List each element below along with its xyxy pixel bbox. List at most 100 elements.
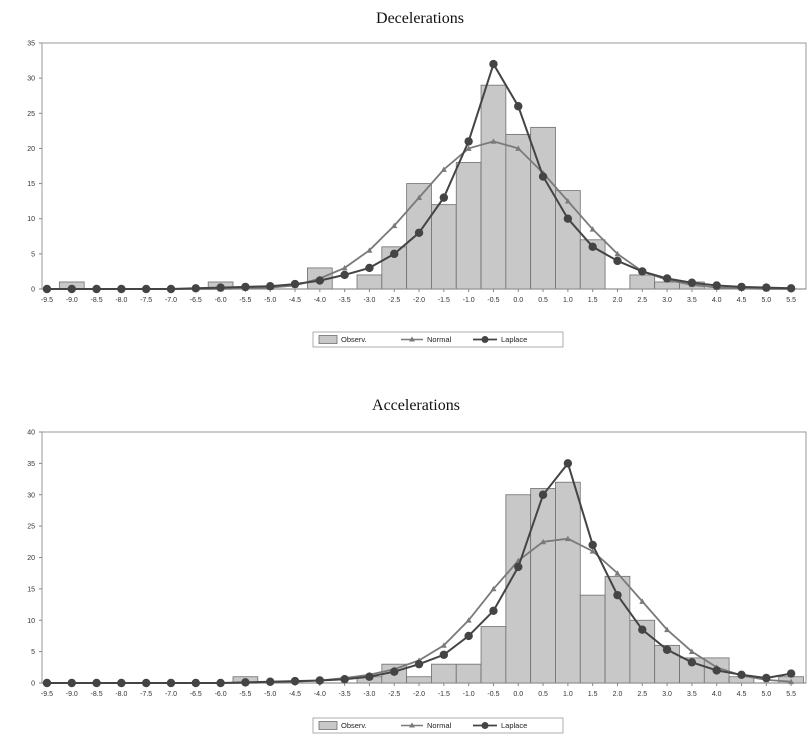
- x-tick-label: -4.5: [289, 297, 301, 304]
- accel-bar: [431, 663, 457, 684]
- x-tick-label: 5.0: [761, 691, 771, 698]
- x-tick-label: 2.0: [613, 691, 623, 698]
- accel-laplace-point: [489, 606, 498, 616]
- x-tick-label: -1.5: [438, 691, 450, 698]
- accel-laplace-point: [687, 658, 697, 667]
- decel-laplace-point: [514, 102, 523, 111]
- decel-bar: [480, 84, 507, 290]
- accel-laplace-point: [712, 666, 721, 675]
- accel-laplace-point: [42, 678, 52, 688]
- legend-box: [312, 717, 564, 734]
- x-tick-label: -4.0: [314, 691, 326, 698]
- chart-title: Accelerations: [372, 397, 460, 414]
- x-tick-label: -7.0: [165, 297, 177, 304]
- y-tick-label: 5: [31, 649, 35, 656]
- accelerations-chart-svg: Accelerations 0 5 10 15 20 25 30 35 40 -9.5 -9.0 -8.…: [27, 397, 807, 734]
- y-tick-label: 20: [27, 555, 35, 562]
- decel-laplace-point: [92, 284, 101, 294]
- y-tick-label: 40: [27, 430, 35, 437]
- x-tick-label: -5.0: [264, 297, 276, 304]
- x-tick-label: -1.0: [463, 297, 475, 304]
- accel-laplace-point: [191, 678, 200, 688]
- legend-normal-marker: [409, 336, 415, 342]
- decel-laplace-point: [340, 270, 349, 280]
- legend-laplace-marker: [481, 336, 489, 343]
- x-tick-label: -1.0: [463, 691, 475, 698]
- x-tick-label: 0.5: [538, 297, 548, 304]
- decel-laplace-point: [786, 284, 796, 293]
- y-tick-label: 0: [31, 681, 35, 688]
- accel-normal-point: [589, 548, 596, 554]
- decelerations-chart-svg: Decelerations 0 5 10 15 20 25 30 35 -9.5 -9.0 -8.5 -…: [27, 10, 807, 348]
- decel-bar: [505, 133, 532, 290]
- accel-normal-point: [614, 570, 621, 576]
- x-tick-label: -3.0: [363, 297, 375, 304]
- decel-normal-point: [589, 226, 596, 232]
- accel-bar: [455, 663, 482, 684]
- decel-laplace-point: [712, 281, 721, 290]
- x-tick-label: -7.5: [140, 297, 152, 304]
- decel-laplace-point: [67, 284, 76, 294]
- decel-laplace-point: [42, 284, 52, 294]
- decel-laplace-point: [117, 284, 126, 294]
- x-tick-label: -3.5: [339, 297, 351, 304]
- y-tick-label: 35: [27, 461, 35, 468]
- y-tick-label: 10: [27, 618, 35, 625]
- decel-laplace-point: [216, 283, 225, 292]
- decel-bar: [654, 281, 680, 290]
- accel-laplace-point: [241, 678, 250, 687]
- decel-laplace-point: [613, 256, 622, 266]
- accel-normal-point: [788, 678, 795, 685]
- accel-normal-point: [564, 535, 571, 542]
- y-tick-label: 5: [31, 251, 35, 258]
- x-tick-label: 4.5: [737, 297, 747, 304]
- decel-laplace-point: [166, 284, 176, 294]
- x-tick-label: 1.0: [563, 691, 573, 698]
- decel-laplace-point: [365, 263, 374, 273]
- decel-laplace-point: [762, 283, 771, 292]
- decel-bar: [431, 204, 457, 290]
- accel-laplace-point: [315, 676, 325, 685]
- accel-normal-point: [490, 585, 497, 592]
- accel-laplace-point: [638, 625, 647, 634]
- x-tick-label: 0.0: [513, 691, 523, 698]
- chart-title: Decelerations: [376, 10, 464, 27]
- x-tick-label: 1.5: [588, 691, 598, 698]
- y-tick-label: 15: [27, 586, 35, 593]
- x-tick-label: 2.0: [613, 297, 623, 304]
- y-tick-label: 20: [27, 146, 35, 153]
- decel-laplace-point: [588, 242, 597, 252]
- y-tick-label: 30: [27, 492, 35, 499]
- accel-laplace-point: [464, 631, 473, 641]
- x-tick-label: -6.5: [190, 691, 202, 698]
- legend-laplace-label: Laplace: [501, 335, 527, 344]
- legend-normal-label: Normal: [427, 335, 452, 344]
- accel-bar: [480, 626, 507, 684]
- decel-laplace-point: [191, 284, 200, 293]
- decel-laplace-point: [687, 278, 697, 287]
- decel-laplace-point: [737, 282, 746, 292]
- accel-laplace-point: [737, 670, 746, 680]
- x-tick-label: 4.0: [712, 297, 722, 304]
- accel-normal-point: [440, 642, 447, 648]
- accel-laplace-point: [514, 562, 523, 572]
- accel-laplace-point: [439, 650, 449, 659]
- decel-laplace-point: [414, 228, 424, 237]
- legend-laplace-label: Laplace: [501, 721, 527, 730]
- accel-laplace-point: [117, 678, 126, 688]
- decel-laplace-point: [241, 282, 250, 292]
- x-tick-label: -0.5: [487, 691, 499, 698]
- accel-laplace-point: [613, 590, 622, 600]
- decel-laplace-point: [489, 59, 498, 69]
- legend-box: [312, 331, 564, 348]
- x-tick-label: 5.5: [786, 297, 796, 304]
- accel-normal-point: [688, 648, 695, 655]
- x-tick-label: -6.0: [215, 691, 227, 698]
- x-tick-label: -7.0: [165, 691, 177, 698]
- legend-normal-label: Normal: [427, 721, 452, 730]
- decel-laplace-point: [662, 274, 672, 283]
- y-tick-label: 25: [27, 111, 35, 118]
- decel-laplace-point: [563, 214, 573, 223]
- x-tick-label: 3.5: [687, 691, 697, 698]
- y-tick-label: 0: [31, 287, 35, 294]
